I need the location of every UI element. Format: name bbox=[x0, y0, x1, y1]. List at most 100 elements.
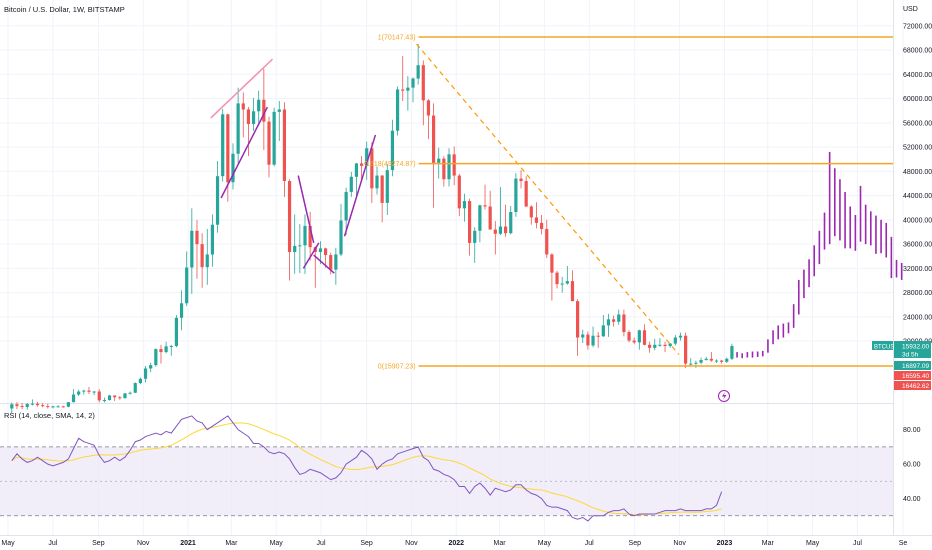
candle[interactable] bbox=[15, 402, 19, 410]
candle[interactable] bbox=[66, 402, 70, 408]
candle[interactable] bbox=[416, 43, 420, 85]
candle[interactable] bbox=[179, 290, 184, 331]
candle[interactable] bbox=[524, 176, 528, 208]
candle[interactable] bbox=[185, 251, 189, 306]
candle[interactable] bbox=[10, 402, 14, 414]
candle[interactable] bbox=[375, 166, 379, 195]
candle[interactable] bbox=[287, 179, 292, 281]
candle[interactable] bbox=[113, 395, 117, 401]
candle[interactable] bbox=[267, 116, 271, 178]
candle[interactable] bbox=[637, 329, 641, 350]
candle[interactable] bbox=[380, 174, 384, 223]
candle[interactable] bbox=[648, 341, 652, 353]
candle[interactable] bbox=[149, 362, 153, 373]
candle[interactable] bbox=[257, 90, 261, 126]
candle[interactable] bbox=[77, 389, 81, 397]
candle[interactable] bbox=[143, 366, 148, 383]
candles[interactable] bbox=[10, 43, 734, 414]
candle[interactable] bbox=[462, 193, 467, 222]
candle[interactable] bbox=[560, 276, 564, 293]
candle[interactable] bbox=[308, 211, 312, 261]
candle[interactable] bbox=[298, 224, 302, 274]
candle[interactable] bbox=[51, 405, 55, 409]
trend-line[interactable] bbox=[210, 58, 274, 119]
trend-line[interactable] bbox=[302, 242, 320, 269]
candle[interactable] bbox=[71, 389, 76, 403]
candle[interactable] bbox=[730, 343, 734, 360]
candle[interactable] bbox=[704, 356, 708, 361]
candle[interactable] bbox=[457, 173, 461, 217]
candle[interactable] bbox=[97, 389, 101, 403]
candle[interactable] bbox=[221, 108, 225, 182]
time-axis[interactable]: May Jul Sep Nov 2021 Mar May Jul Sep Nov 2022 Mar Ma… bbox=[1, 540, 907, 547]
candle[interactable] bbox=[190, 208, 194, 294]
candle[interactable] bbox=[20, 403, 24, 410]
candle[interactable] bbox=[277, 100, 281, 142]
candle[interactable] bbox=[359, 156, 364, 182]
candle[interactable] bbox=[545, 219, 549, 259]
candle[interactable] bbox=[385, 164, 389, 216]
candle[interactable] bbox=[226, 113, 230, 202]
candle[interactable] bbox=[529, 205, 533, 225]
candle[interactable] bbox=[591, 326, 595, 348]
candle[interactable] bbox=[56, 405, 60, 408]
candle[interactable] bbox=[586, 331, 590, 350]
candle[interactable] bbox=[241, 92, 245, 138]
candle[interactable] bbox=[303, 214, 307, 274]
candle[interactable] bbox=[632, 337, 636, 345]
candle[interactable] bbox=[344, 187, 348, 236]
candle[interactable] bbox=[668, 342, 672, 348]
candle[interactable] bbox=[601, 315, 605, 337]
candle[interactable] bbox=[452, 146, 456, 186]
candle[interactable] bbox=[82, 389, 86, 395]
candle[interactable] bbox=[478, 204, 482, 243]
candle[interactable] bbox=[246, 107, 251, 157]
candle[interactable] bbox=[164, 341, 168, 354]
candle[interactable] bbox=[596, 332, 600, 348]
candle[interactable] bbox=[174, 315, 179, 348]
lightning-icon[interactable] bbox=[718, 390, 730, 402]
candle[interactable] bbox=[503, 204, 508, 237]
candle[interactable] bbox=[205, 228, 209, 285]
candle[interactable] bbox=[709, 352, 713, 362]
candle[interactable] bbox=[107, 394, 112, 401]
candle[interactable] bbox=[534, 202, 539, 229]
candle[interactable] bbox=[231, 143, 235, 190]
candle[interactable] bbox=[627, 330, 631, 343]
candle[interactable] bbox=[87, 386, 91, 394]
candle[interactable] bbox=[473, 227, 477, 263]
trend-line[interactable] bbox=[343, 134, 377, 237]
candle[interactable] bbox=[35, 401, 40, 407]
candle[interactable] bbox=[154, 348, 158, 367]
candle[interactable] bbox=[555, 270, 559, 289]
candle[interactable] bbox=[92, 390, 96, 396]
candle[interactable] bbox=[293, 214, 297, 274]
candle[interactable] bbox=[606, 313, 611, 337]
rsi-axis[interactable]: 40.00 60.00 80.00 bbox=[903, 427, 921, 503]
candle[interactable] bbox=[493, 221, 497, 255]
candle[interactable] bbox=[102, 397, 106, 403]
candle[interactable] bbox=[251, 97, 256, 131]
candle[interactable] bbox=[200, 233, 204, 288]
candle[interactable] bbox=[401, 56, 405, 101]
candle[interactable] bbox=[334, 247, 338, 285]
candle[interactable] bbox=[509, 205, 513, 235]
candle[interactable] bbox=[642, 324, 647, 346]
candle[interactable] bbox=[236, 87, 240, 164]
candle[interactable] bbox=[725, 357, 729, 364]
candle[interactable] bbox=[195, 219, 199, 279]
candle[interactable] bbox=[282, 102, 287, 197]
candle[interactable] bbox=[395, 86, 400, 136]
candle[interactable] bbox=[612, 315, 616, 327]
candle[interactable] bbox=[488, 190, 492, 230]
candle[interactable] bbox=[498, 187, 503, 236]
candle[interactable] bbox=[349, 171, 353, 197]
candle[interactable] bbox=[411, 77, 415, 103]
candle[interactable] bbox=[421, 60, 425, 126]
candle[interactable] bbox=[576, 299, 580, 356]
candle[interactable] bbox=[128, 391, 132, 395]
candle[interactable] bbox=[46, 403, 50, 409]
candle[interactable] bbox=[215, 161, 220, 233]
candle[interactable] bbox=[622, 309, 626, 337]
